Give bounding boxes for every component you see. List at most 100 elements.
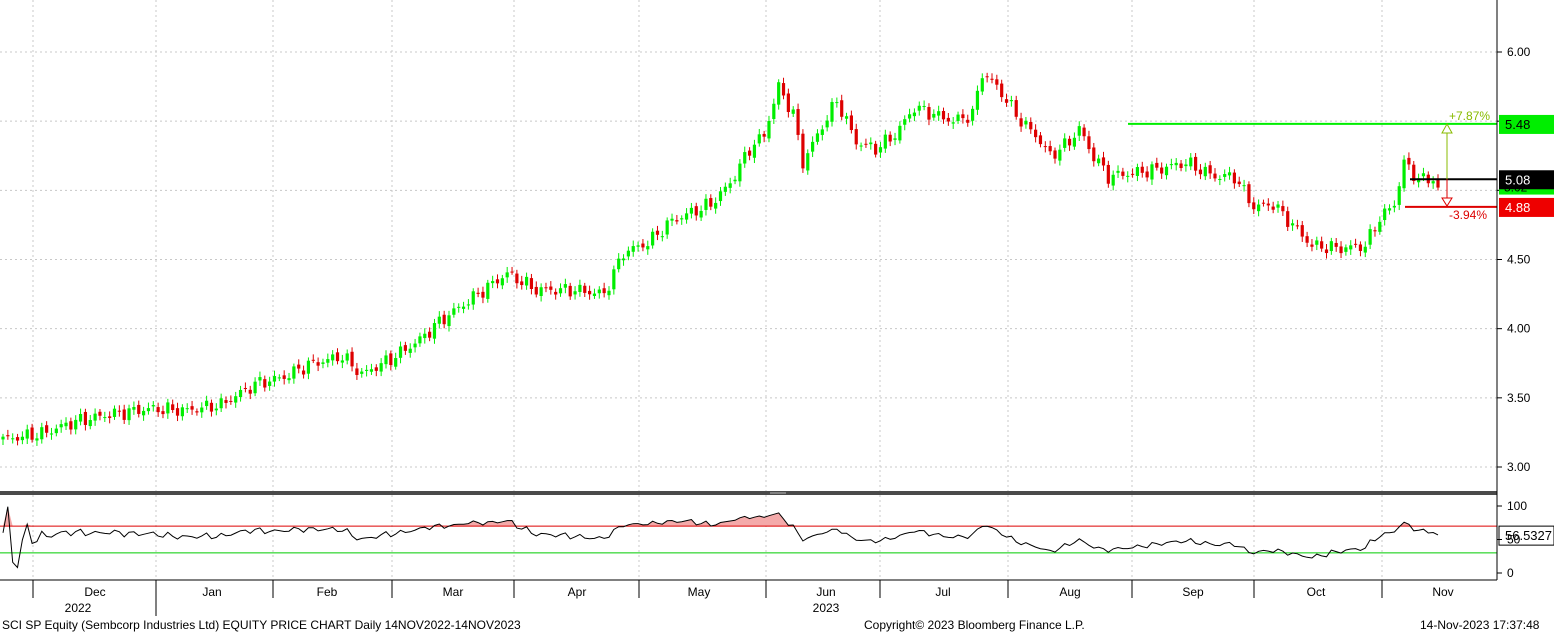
candle-up <box>205 400 209 407</box>
candle-up <box>306 360 311 374</box>
candle-up <box>185 408 189 410</box>
candle-up <box>292 366 296 379</box>
rsi-panel-grid <box>32 495 1383 580</box>
candle-down <box>747 150 752 156</box>
candle-up <box>1378 221 1382 232</box>
candle-up <box>74 419 78 430</box>
candle-up <box>461 306 466 309</box>
candle-up <box>932 113 936 118</box>
candle-down <box>161 411 165 415</box>
candle-up <box>379 363 383 372</box>
candle-up <box>423 333 427 339</box>
candle-down <box>1087 136 1091 150</box>
candle-down <box>1320 241 1324 249</box>
candle-up <box>835 102 839 104</box>
footer-copyright: Copyright© 2023 Bloomberg Finance L.P. <box>864 618 1085 632</box>
candle-up <box>103 417 107 419</box>
candle-down <box>156 407 160 413</box>
candle-down <box>229 400 233 402</box>
candle-up <box>93 413 97 421</box>
candle-down <box>1130 173 1135 175</box>
candle-up <box>1315 240 1319 245</box>
candle-up <box>592 293 597 297</box>
x-month-label: May <box>688 585 711 599</box>
candle-down <box>1194 156 1198 171</box>
x-month-label: Jan <box>202 585 221 599</box>
candle-down <box>796 109 800 135</box>
candle-up <box>970 108 975 121</box>
candle-up <box>345 353 349 361</box>
candle-up <box>500 278 504 286</box>
candle-up <box>922 105 926 107</box>
candle-up <box>1276 204 1280 208</box>
candle-up <box>457 306 461 308</box>
price-badge <box>1499 197 1554 217</box>
candle-up <box>180 407 184 417</box>
candle-up <box>975 90 980 110</box>
candle-down <box>854 129 858 145</box>
x-month-label: Dec <box>84 585 105 599</box>
candle-down <box>961 114 965 119</box>
candle-up <box>491 281 495 284</box>
candle-up <box>777 82 781 105</box>
candle-up <box>738 163 742 182</box>
candle-down <box>966 119 970 123</box>
candle-up <box>767 120 771 139</box>
candle-down <box>108 416 112 418</box>
price-panel-grid <box>0 0 1497 491</box>
candle-down <box>1179 163 1183 169</box>
candle-up <box>1368 229 1372 245</box>
candle-up <box>1111 174 1115 186</box>
x-month-label: Feb <box>317 585 338 599</box>
candle-down <box>583 285 587 293</box>
x-year-label: 2022 <box>65 601 92 615</box>
candle-down <box>301 370 306 375</box>
candle-up <box>684 213 689 220</box>
candle-down <box>45 425 49 433</box>
range-annotation: +7.87% -3.94% <box>1441 109 1490 222</box>
candle-up <box>631 246 635 252</box>
candle-down <box>1155 162 1159 168</box>
candle-down <box>1106 164 1110 184</box>
candle-up <box>326 359 330 363</box>
candle-down <box>297 364 301 369</box>
candle-up <box>25 429 29 439</box>
candle-up <box>636 245 640 247</box>
candle-down <box>985 76 989 78</box>
candle-down <box>1034 129 1038 138</box>
candle-down <box>762 133 766 137</box>
candle-up <box>665 220 669 235</box>
price-badge-text: 5.08 <box>1505 172 1530 187</box>
candle-down <box>1266 203 1270 206</box>
candle-up <box>743 152 747 164</box>
candle-up <box>651 231 655 246</box>
rsi-tick-label: 50 <box>1507 533 1521 547</box>
candle-up <box>141 410 146 416</box>
candle-up <box>432 323 437 339</box>
candle-down <box>641 243 645 248</box>
panel-divider[interactable] <box>0 491 1497 495</box>
candle-up <box>360 371 364 374</box>
candle-up <box>820 129 824 135</box>
candle-down <box>1101 157 1106 166</box>
rsi-axis-ticks: 100 50 0 <box>1497 499 1527 580</box>
price-axis-ticks: 6.005.505.004.504.003.503.00 <box>1497 45 1531 474</box>
candle-down <box>1232 172 1236 184</box>
candle-up <box>558 288 563 294</box>
candle-up <box>59 424 63 428</box>
rsi-series: 56.5327 <box>2 506 1554 569</box>
candle-down <box>355 368 359 375</box>
candle-up <box>253 381 257 394</box>
candle-up <box>1058 149 1062 161</box>
candle-down <box>316 362 320 366</box>
candle-up <box>830 101 834 122</box>
candle-up <box>878 147 883 153</box>
candle-up <box>1 436 5 440</box>
candle-up <box>1150 164 1154 180</box>
candle-up <box>612 269 616 290</box>
candle-up <box>1363 246 1367 253</box>
candle-up <box>1329 241 1333 252</box>
candle-up <box>680 218 684 220</box>
footer-timestamp: 14-Nov-2023 17:37:48 <box>1420 618 1540 632</box>
